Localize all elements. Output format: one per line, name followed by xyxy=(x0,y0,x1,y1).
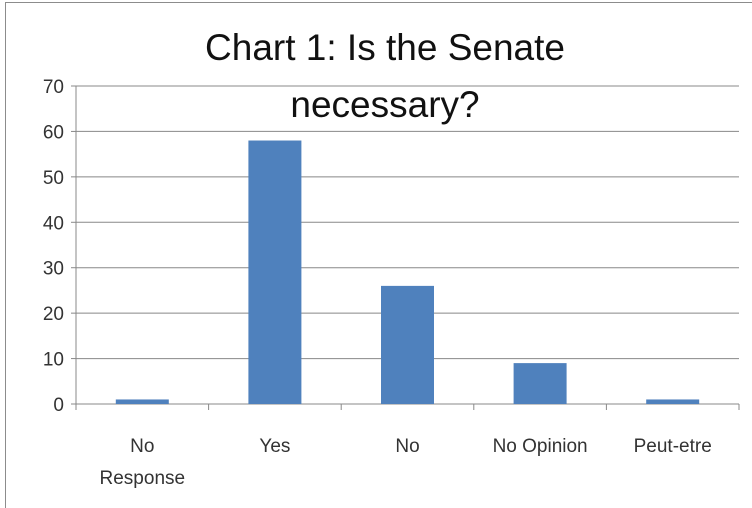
chart-title-line-2: necessary? xyxy=(290,84,479,125)
x-category-labels: No Response Yes No No Opinion Peut-etre xyxy=(100,436,712,489)
y-tick-label: 40 xyxy=(43,213,64,234)
bar-no-opinion xyxy=(513,363,567,404)
y-tick-label: 50 xyxy=(43,168,64,189)
x-category-label: Response xyxy=(100,468,186,489)
y-tick-label: 20 xyxy=(43,304,64,325)
chart-frame xyxy=(5,2,752,508)
y-tick-labels: 0 10 20 30 40 50 60 70 xyxy=(43,77,64,416)
x-category-label: No xyxy=(130,436,154,457)
y-tick-label: 0 xyxy=(53,395,64,416)
y-tick-label: 30 xyxy=(43,259,64,280)
bars xyxy=(115,140,700,404)
x-category-label: Yes xyxy=(259,436,290,457)
chart-title-line-1: Chart 1: Is the Senate xyxy=(205,27,565,68)
y-tick-label: 10 xyxy=(43,350,64,371)
y-tick-label: 70 xyxy=(43,77,64,98)
bar-yes xyxy=(248,140,302,404)
x-category-label: No Opinion xyxy=(493,436,588,457)
x-category-label: Peut-etre xyxy=(634,436,712,457)
bar-no-response xyxy=(115,399,169,404)
bar-peut-etre xyxy=(646,399,700,404)
x-category-label: No xyxy=(395,436,419,457)
y-tick-label: 60 xyxy=(43,122,64,143)
bar-no xyxy=(381,285,434,404)
